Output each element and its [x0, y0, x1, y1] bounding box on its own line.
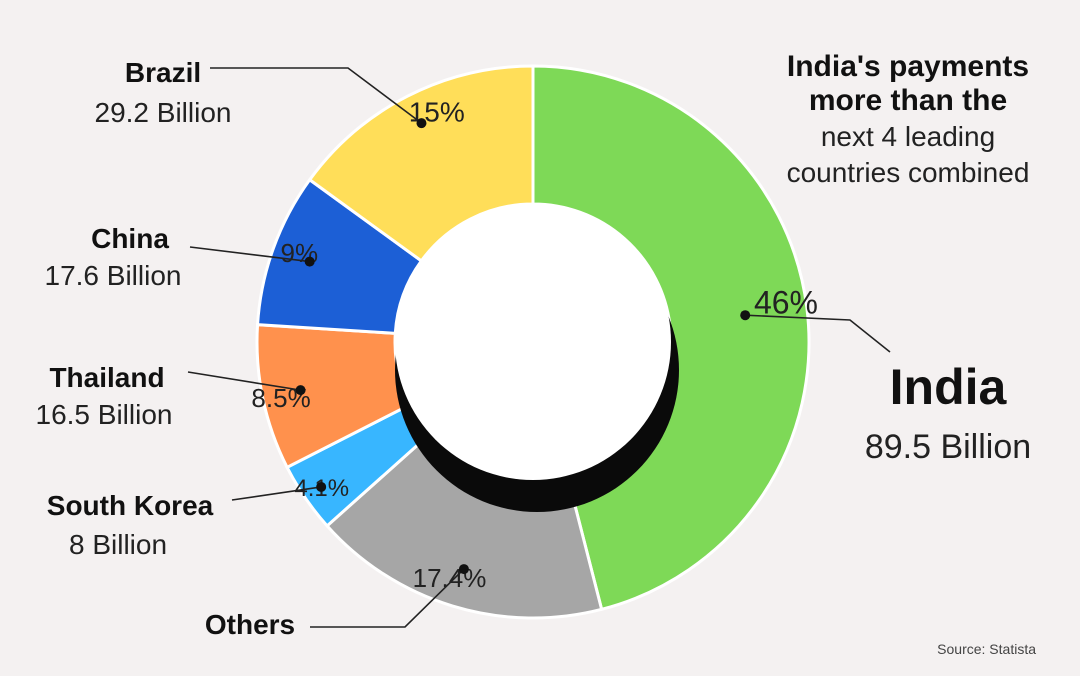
leader-dot-others [458, 564, 469, 575]
leader-line-brazil [210, 67, 422, 124]
leader-line-south-korea [231, 486, 322, 501]
leader-line-thailand [187, 371, 301, 391]
callout-value-thailand: 16.5 Billion [36, 399, 173, 430]
callout-name-south-korea: South Korea [47, 490, 214, 521]
pct-label-others: 17.4% [413, 563, 487, 593]
headline-line-2: more than the [809, 84, 1007, 117]
callout-name-thailand: Thailand [49, 362, 164, 393]
callout-name-china: China [91, 223, 169, 254]
leader-dot-china [304, 256, 315, 267]
leader-dot-brazil [416, 118, 427, 129]
donut-hole [395, 204, 671, 480]
callout-value-china: 17.6 Billion [45, 260, 182, 291]
leader-line-india [745, 314, 891, 353]
callout-name-india: India [890, 359, 1008, 415]
pct-label-india: 46% [754, 285, 818, 321]
callout-value-brazil: 29.2 Billion [95, 97, 232, 128]
headline-line-4: countries combined [787, 157, 1030, 188]
callout-value-south-korea: 8 Billion [69, 529, 167, 560]
callout-name-others: Others [205, 609, 295, 640]
source-note: Source: Statista [937, 641, 1036, 657]
callout-value-india: 89.5 Billion [865, 428, 1031, 466]
leader-dot-south-korea [316, 481, 327, 492]
headline-line-3: next 4 leading [821, 121, 995, 152]
headline-line-1: India's payments [787, 50, 1029, 83]
leader-dot-india [740, 310, 751, 321]
leader-dot-thailand [295, 385, 306, 396]
leader-line-china [189, 246, 310, 263]
leader-line-others [310, 568, 465, 628]
chart-headline: India's payments more than the next 4 le… [787, 50, 1030, 188]
callout-name-brazil: Brazil [125, 57, 201, 88]
